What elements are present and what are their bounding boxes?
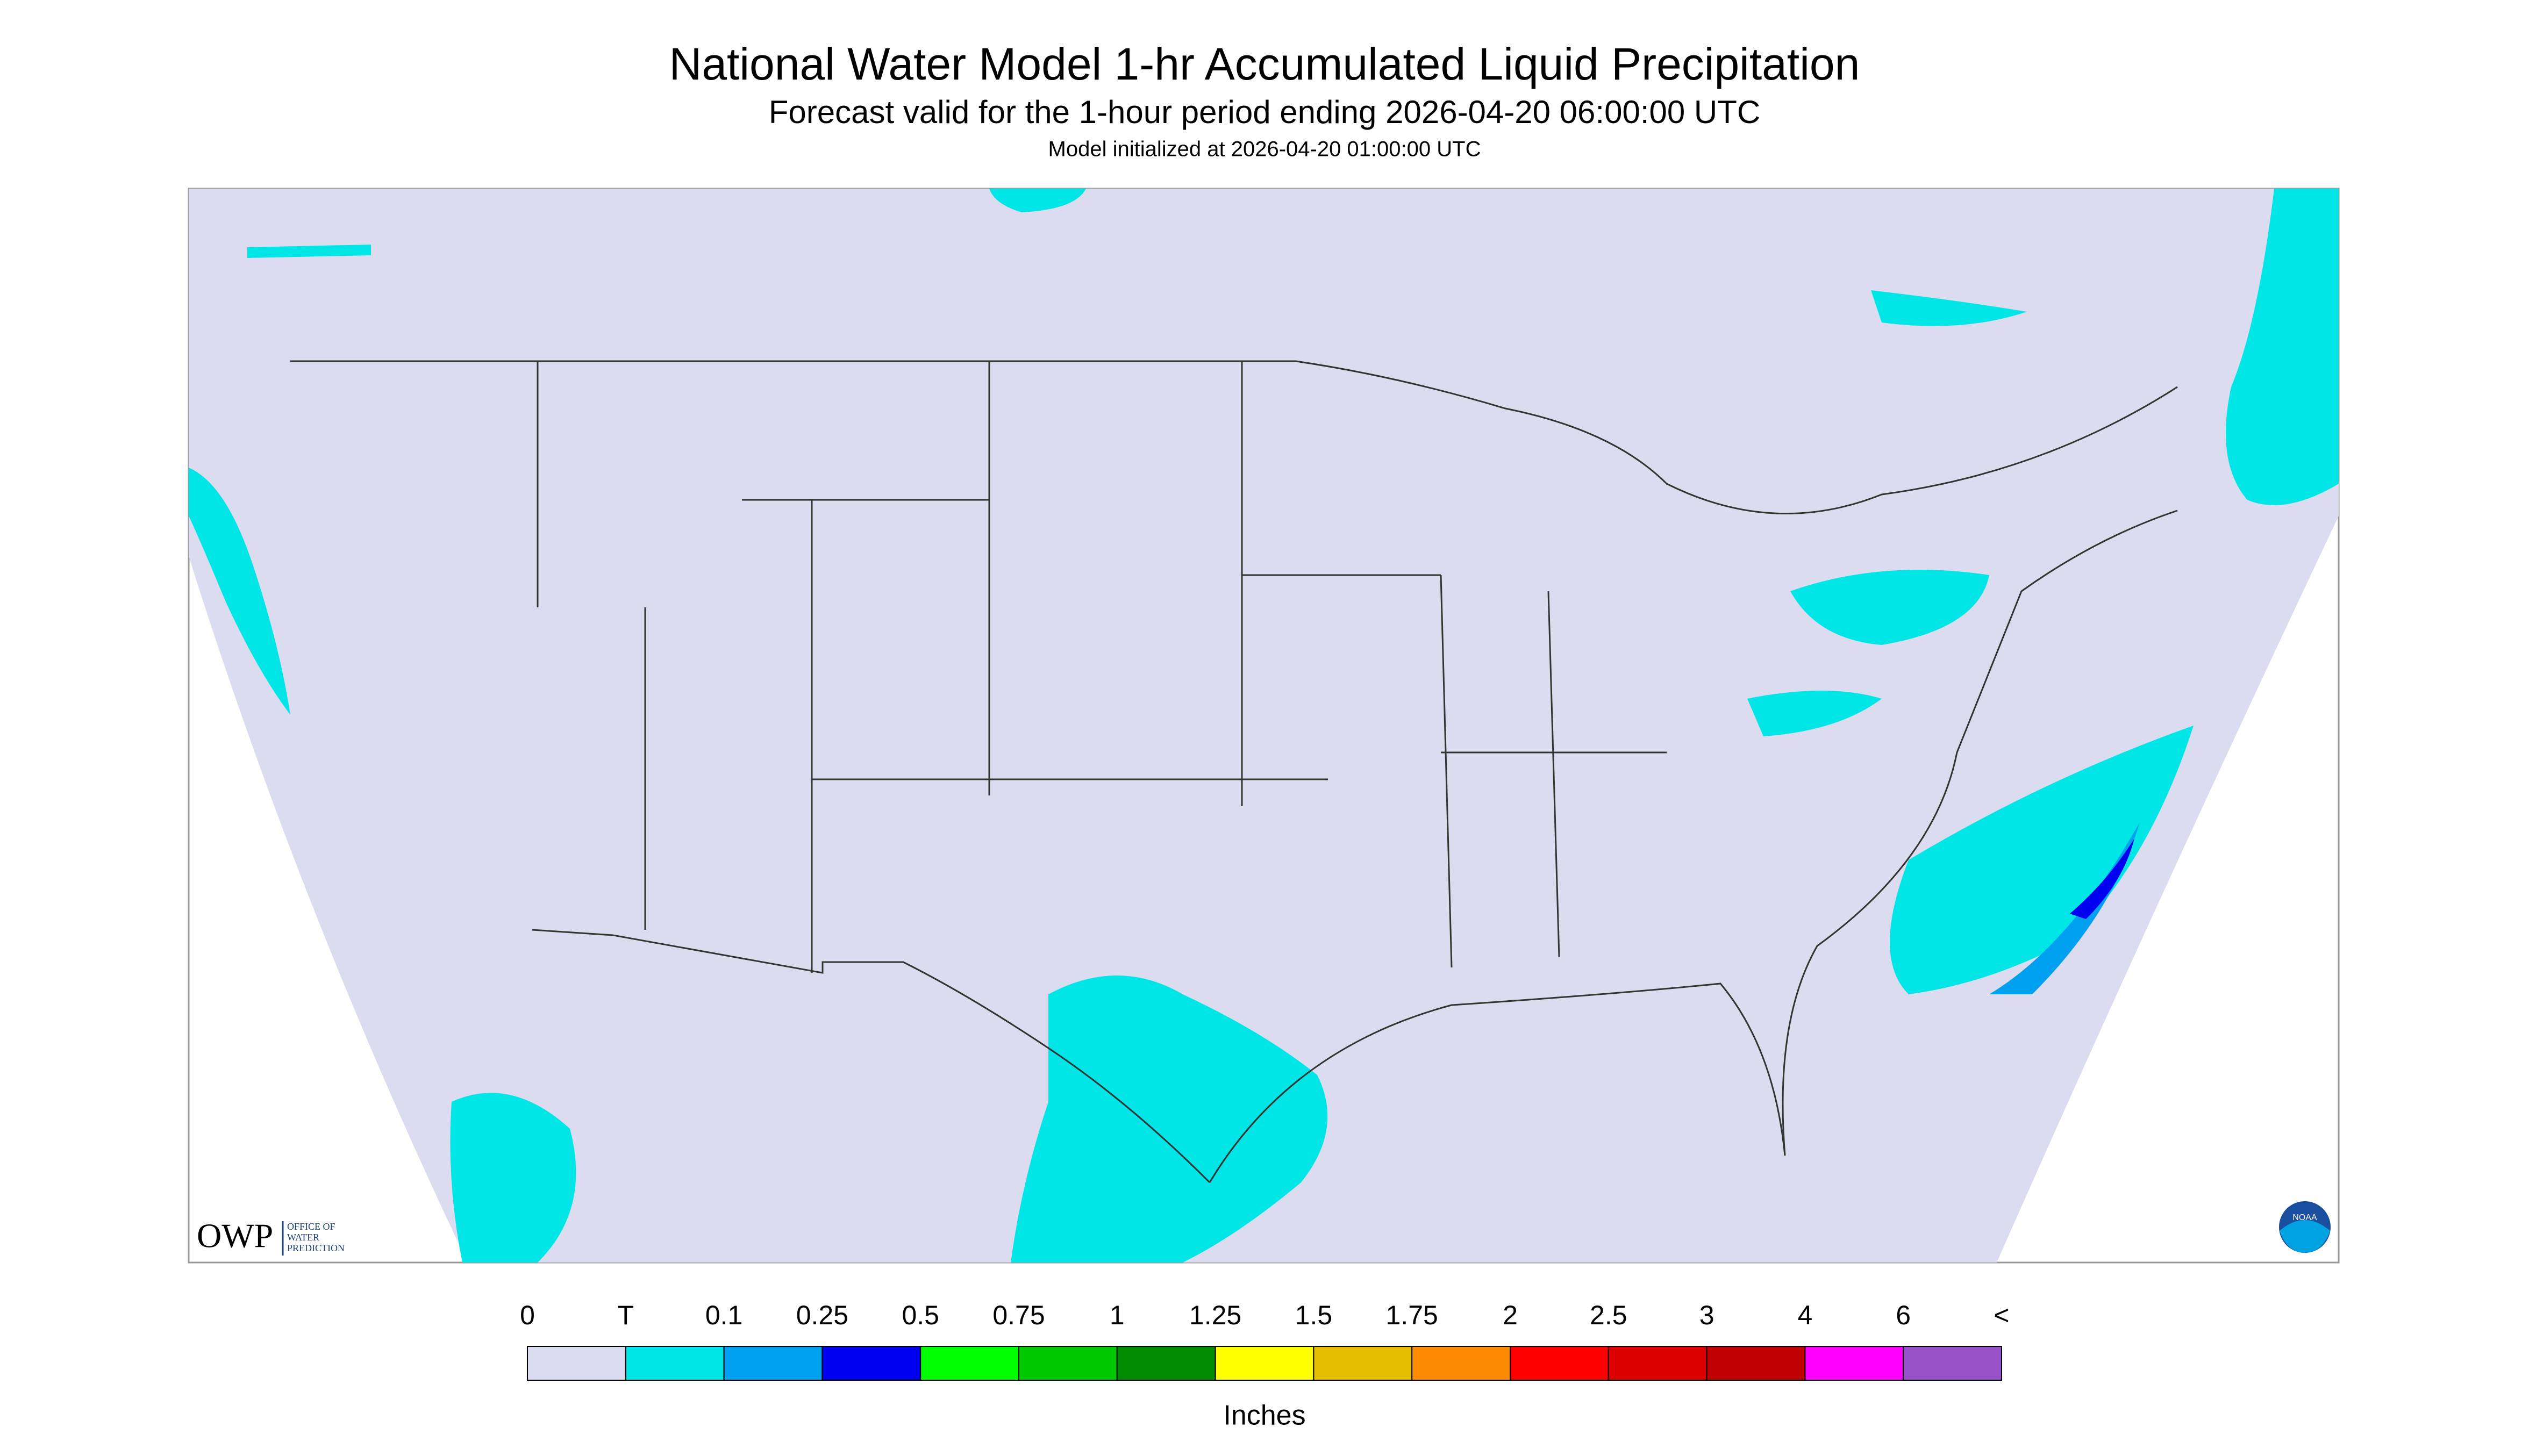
map (188, 188, 2340, 1264)
noaa-text: NOAA (2292, 1213, 2317, 1222)
legend-label: 0 (520, 1300, 535, 1330)
legend-label: 0.25 (796, 1300, 848, 1330)
boundaries (290, 360, 2178, 1184)
owp-logo-subtext: OFFICE OF (287, 1221, 335, 1232)
model-domain (189, 189, 2339, 1263)
legend-label: 0.75 (992, 1300, 1045, 1330)
legend-swatch (1411, 1346, 1511, 1381)
noaa-logo: NOAA (2279, 1201, 2331, 1253)
legend-swatch (1018, 1346, 1118, 1381)
legend-label: 2.5 (1590, 1300, 1627, 1330)
legend-swatch (625, 1346, 725, 1381)
init-time: Model initialized at 2026-04-20 01:00:00… (1048, 138, 1481, 161)
owp-logo-text: OWP (197, 1217, 273, 1255)
legend-swatch (1510, 1346, 1609, 1381)
legend-swatch (821, 1346, 921, 1381)
legend-swatch (1903, 1346, 2002, 1381)
legend-label: 2 (1503, 1300, 1518, 1330)
legend-swatch (1313, 1346, 1413, 1381)
title: National Water Model 1-hr Accumulated Li… (669, 39, 1860, 89)
precip-areas (189, 189, 2339, 1263)
owp-logo-subtext: PREDICTION (287, 1243, 345, 1253)
legend: 0 T 0.1 0.25 0.5 0.75 1 1.25 1.5 1.75 2 2.5 3 4 6 < Inch… (520, 1300, 2010, 1431)
legend-swatch (1804, 1346, 1904, 1381)
noaa-wave (2280, 1220, 2330, 1253)
legend-label: 4 (1797, 1300, 1812, 1330)
legend-label: 0.1 (705, 1300, 743, 1330)
precip-heaviest (2070, 838, 2134, 919)
legend-label: 1.5 (1295, 1300, 1333, 1330)
subtitle: Forecast valid for the 1-hour period end… (769, 94, 1760, 130)
legend-swatch (1706, 1346, 1806, 1381)
legend-unit: Inches (1223, 1400, 1305, 1431)
legend-swatch (723, 1346, 823, 1381)
legend-label: 1 (1110, 1300, 1125, 1330)
legend-swatch (527, 1346, 626, 1381)
legend-swatch (1608, 1346, 1708, 1381)
legend-label: < (1994, 1300, 2009, 1330)
legend-label: T (618, 1300, 634, 1330)
legend-swatch (920, 1346, 1019, 1381)
legend-swatch (1116, 1346, 1216, 1381)
owp-logo-subtext: WATER (287, 1232, 319, 1243)
legend-label: 6 (1896, 1300, 1911, 1330)
legend-label: 1.75 (1386, 1300, 1438, 1330)
legend-label: 1.25 (1189, 1300, 1241, 1330)
legend-label: 3 (1699, 1300, 1714, 1330)
legend-label: 0.5 (902, 1300, 939, 1330)
legend-swatch (1215, 1346, 1314, 1381)
